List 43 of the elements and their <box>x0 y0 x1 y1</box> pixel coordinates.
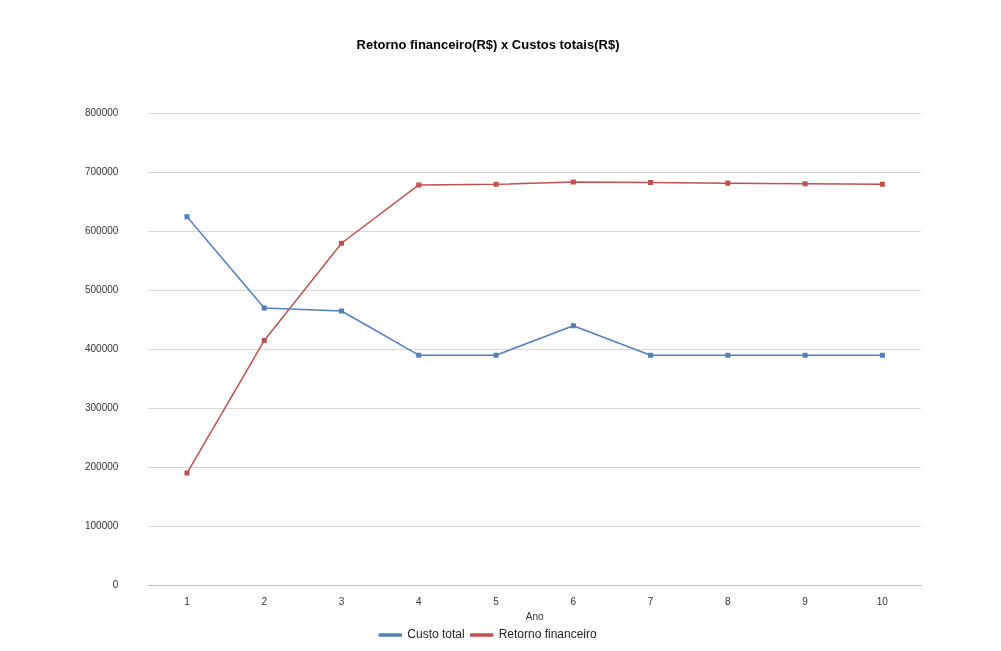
point <box>261 337 267 343</box>
point <box>339 240 345 246</box>
x-tick-label: 10 <box>876 595 889 607</box>
y-tick-label: 700000 <box>84 166 119 178</box>
legend-label: Retorno financeiro <box>498 627 598 642</box>
point <box>493 352 499 358</box>
point <box>879 352 885 358</box>
x-tick-label: 4 <box>416 595 423 607</box>
y-tick-label: 200000 <box>84 460 119 472</box>
y-tick-label: 500000 <box>84 284 119 296</box>
point <box>802 352 808 358</box>
x-tick-label: 7 <box>647 595 654 607</box>
y-tick-label: 300000 <box>84 401 119 413</box>
y-tick-label: 0 <box>112 578 119 590</box>
point <box>570 323 576 329</box>
point <box>570 179 576 185</box>
chart-title: Retorno financeiro(R$) x Custos totais(R$) <box>356 37 620 53</box>
x-tick-label: 9 <box>802 595 809 607</box>
x-tick-label: 2 <box>261 595 268 607</box>
point <box>802 181 808 187</box>
point <box>879 181 885 187</box>
point <box>725 180 731 186</box>
x-axis-title: Ano <box>525 610 545 622</box>
point <box>725 352 731 358</box>
x-tick-label: 3 <box>338 595 345 607</box>
y-tick-label: 800000 <box>84 107 119 119</box>
x-tick-label: 6 <box>570 595 577 607</box>
x-tick-label: 5 <box>493 595 500 607</box>
point <box>416 352 422 358</box>
x-tick-label: 8 <box>725 595 732 607</box>
point <box>339 308 345 314</box>
point <box>648 180 654 186</box>
point <box>493 181 499 187</box>
point <box>184 214 190 220</box>
y-tick-label: 400000 <box>84 343 119 355</box>
point <box>648 352 654 358</box>
y-tick-label: 600000 <box>84 225 119 237</box>
point <box>416 182 422 188</box>
point <box>261 305 267 311</box>
y-tick-label: 100000 <box>84 519 119 531</box>
x-tick-label: 1 <box>184 595 191 607</box>
point <box>184 470 190 476</box>
legend-label: Custo total <box>407 627 465 642</box>
